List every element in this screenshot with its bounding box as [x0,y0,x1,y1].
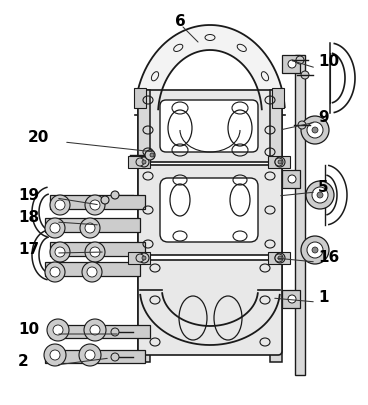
Bar [268,252,290,264]
Circle shape [296,56,304,64]
Circle shape [307,122,323,138]
Circle shape [136,158,144,166]
Bar [45,262,140,276]
Circle shape [301,71,309,79]
Circle shape [142,256,146,260]
Bar [45,218,140,232]
Circle shape [312,247,318,253]
Text: 16: 16 [318,251,339,266]
Bar [138,90,150,362]
Bar [268,156,290,168]
Circle shape [90,247,100,257]
Circle shape [50,350,60,360]
Bar [50,195,145,209]
FancyBboxPatch shape [160,178,258,242]
Text: 17: 17 [18,243,39,258]
Circle shape [50,242,70,262]
Circle shape [101,196,109,204]
Bar [270,90,282,362]
Bar [50,242,145,256]
Circle shape [111,328,119,336]
Circle shape [45,262,65,282]
Circle shape [288,175,296,183]
Circle shape [90,325,100,335]
Circle shape [85,350,95,360]
Circle shape [53,325,63,335]
Bar [282,55,300,73]
Circle shape [150,153,154,157]
Text: 2: 2 [18,354,29,369]
FancyBboxPatch shape [138,90,282,162]
Circle shape [301,236,329,264]
Circle shape [145,150,155,160]
Circle shape [87,267,97,277]
Circle shape [307,242,323,258]
Circle shape [85,195,105,215]
Circle shape [275,157,285,167]
Text: 9: 9 [318,111,329,126]
Circle shape [55,247,65,257]
FancyBboxPatch shape [138,165,282,255]
Circle shape [288,295,296,303]
Circle shape [50,195,70,215]
Circle shape [79,344,101,366]
Circle shape [55,200,65,210]
Bar [128,156,150,168]
Polygon shape [135,25,285,109]
Circle shape [288,60,296,68]
Circle shape [312,187,328,203]
Text: 5: 5 [318,181,329,196]
Circle shape [139,157,149,167]
Circle shape [111,353,119,361]
Circle shape [278,256,282,260]
Circle shape [275,253,285,263]
Circle shape [278,160,282,164]
Circle shape [80,218,100,238]
Circle shape [312,127,318,133]
Circle shape [136,254,144,262]
Text: 10: 10 [318,55,339,70]
Text: 19: 19 [18,188,39,202]
Circle shape [275,254,283,262]
Bar [50,325,150,338]
Circle shape [85,242,105,262]
Circle shape [111,191,119,199]
Polygon shape [140,293,280,345]
Text: 20: 20 [28,130,49,145]
Text: 10: 10 [18,322,39,337]
Bar [295,55,305,375]
Circle shape [317,192,323,198]
Bar [128,252,150,264]
Bar [45,350,145,363]
Bar [282,170,300,188]
Circle shape [47,319,69,341]
Circle shape [139,253,149,263]
Circle shape [301,116,329,144]
Circle shape [50,223,60,233]
Circle shape [50,267,60,277]
Text: 18: 18 [18,211,39,226]
FancyBboxPatch shape [138,260,282,355]
Circle shape [306,181,334,209]
Circle shape [44,344,66,366]
Circle shape [45,218,65,238]
Bar [272,88,284,108]
Text: 6: 6 [175,15,186,30]
Circle shape [85,223,95,233]
Circle shape [84,319,106,341]
FancyBboxPatch shape [160,100,258,152]
Bar [134,88,146,108]
Circle shape [298,121,306,129]
Circle shape [90,200,100,210]
Bar [282,290,300,308]
Circle shape [142,160,146,164]
Text: 1: 1 [318,290,329,305]
Circle shape [275,158,283,166]
Circle shape [82,262,102,282]
